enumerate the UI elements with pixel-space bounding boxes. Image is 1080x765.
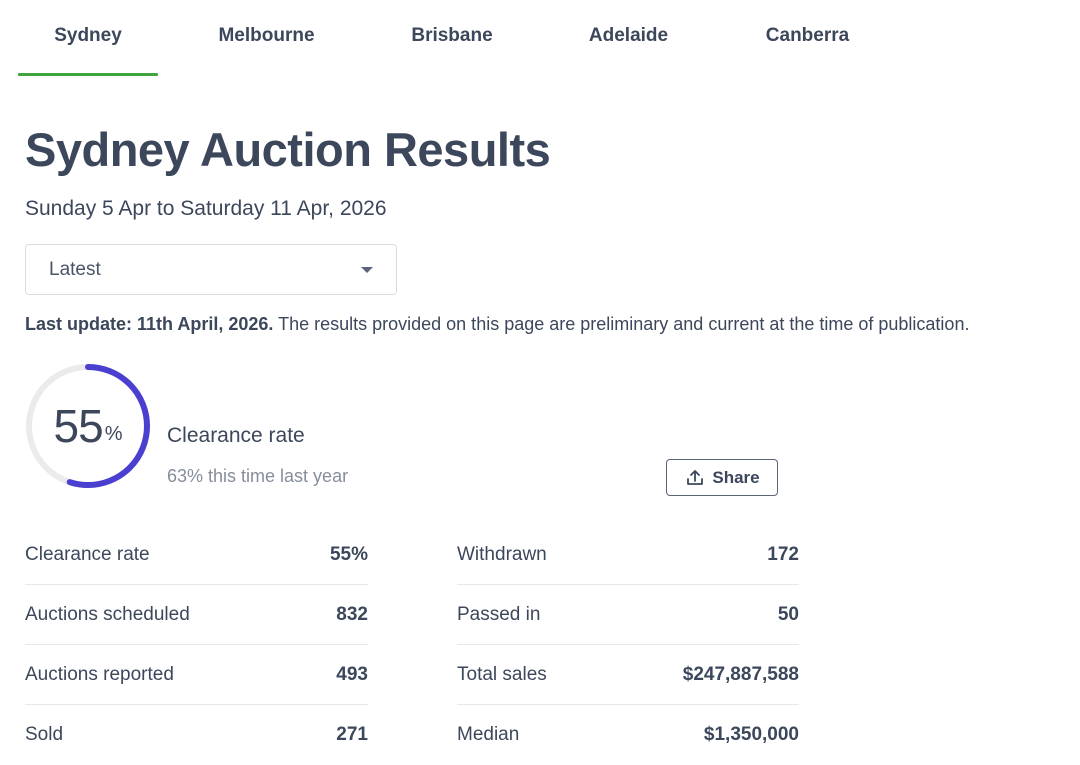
tab-adelaide[interactable]: Adelaide — [529, 0, 728, 76]
stat-row-passed-in: Passed in 50 — [457, 585, 799, 645]
stat-value: 50 — [777, 603, 799, 625]
stats-table-left: Clearance rate 55% Auctions scheduled 83… — [25, 525, 368, 765]
stat-label: Total sales — [457, 663, 547, 685]
update-disclaimer: The results provided on this page are pr… — [273, 314, 970, 334]
stat-row-withdrawn: Withdrawn 172 — [457, 525, 799, 585]
chevron-down-icon — [361, 267, 373, 273]
tab-label: Melbourne — [218, 25, 315, 46]
stat-label: Sold — [25, 724, 64, 745]
stat-row-median: Median $1,350,000 — [457, 705, 799, 765]
clearance-rate-unit: % — [104, 422, 123, 445]
clearance-ring-svg — [26, 364, 150, 488]
stat-value: $1,350,000 — [703, 724, 799, 745]
city-tabs: Sydney Melbourne Brisbane Adelaide Canbe… — [18, 0, 887, 76]
clearance-rate-label: Clearance rate — [167, 424, 305, 447]
upload-icon — [687, 469, 704, 485]
clearance-rate-gauge: 55% — [24, 362, 152, 490]
period-select[interactable]: Latest — [25, 244, 397, 295]
last-update-date: Last update: 11th April, 2026. — [25, 314, 274, 334]
stat-label: Auctions reported — [25, 663, 174, 685]
stat-row-total-sales: Total sales $247,887,588 — [457, 645, 799, 705]
stat-value: 172 — [767, 543, 799, 565]
stat-value: 271 — [336, 724, 368, 745]
period-select-value: Latest — [49, 258, 101, 280]
stats-table-right: Withdrawn 172 Passed in 50 Total sales $… — [457, 525, 799, 765]
tab-label: Brisbane — [411, 25, 493, 46]
clearance-last-year: 63% this time last year — [167, 466, 349, 486]
stat-label: Passed in — [457, 603, 541, 625]
stat-label: Clearance rate — [25, 543, 150, 565]
stat-row-sold: Sold 271 — [25, 705, 368, 765]
share-label: Share — [712, 467, 760, 487]
tab-label: Canberra — [765, 25, 850, 46]
stat-value: 493 — [336, 663, 368, 685]
stat-label: Auctions scheduled — [25, 603, 190, 625]
date-range: Sunday 5 Apr to Saturday 11 Apr, 2026 — [25, 197, 387, 220]
gauge-progress — [26, 364, 150, 488]
stat-label: Median — [457, 724, 520, 745]
stat-label: Withdrawn — [457, 543, 547, 565]
stat-value: 832 — [336, 603, 368, 625]
stat-value: $247,887,588 — [682, 663, 799, 685]
stat-row-clearance-rate: Clearance rate 55% — [25, 525, 368, 585]
tab-brisbane[interactable]: Brisbane — [375, 0, 529, 76]
active-tab-indicator — [18, 73, 158, 76]
page-title: Sydney Auction Results — [25, 123, 551, 176]
share-button[interactable]: Share — [666, 459, 778, 496]
gauge-text: 55% — [24, 362, 152, 490]
stat-row-auctions-scheduled: Auctions scheduled 832 — [25, 585, 368, 645]
update-note: Last update: 11th April, 2026. The resul… — [25, 314, 969, 335]
stat-value: 55% — [329, 543, 368, 565]
stat-row-auctions-reported: Auctions reported 493 — [25, 645, 368, 705]
tab-sydney[interactable]: Sydney — [18, 0, 158, 76]
clearance-rate-value: 55 — [53, 400, 104, 452]
tab-canberra[interactable]: Canberra — [728, 0, 887, 76]
tab-label: Adelaide — [588, 25, 669, 46]
tab-melbourne[interactable]: Melbourne — [158, 0, 375, 76]
tab-label: Sydney — [54, 25, 122, 46]
